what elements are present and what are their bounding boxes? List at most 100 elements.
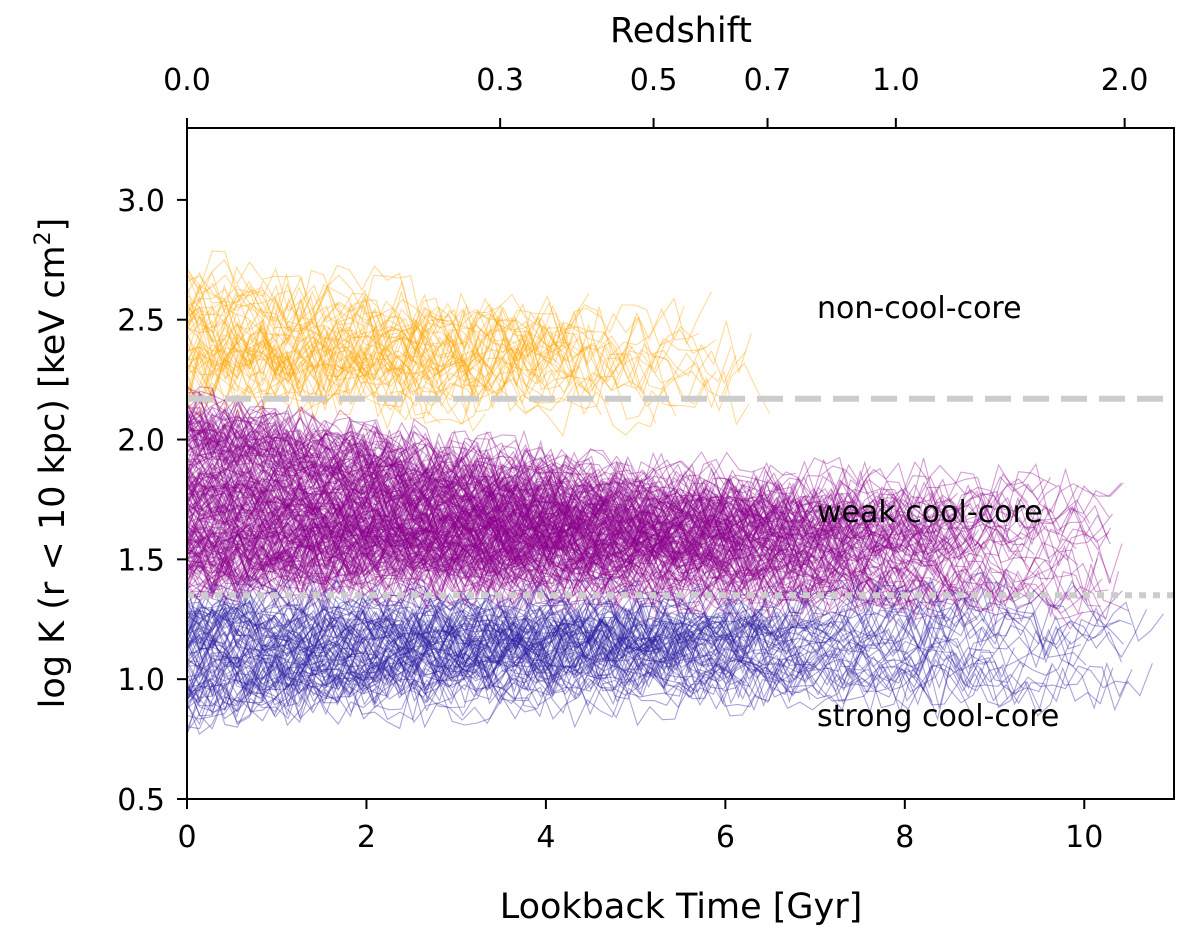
series-line [187,620,771,713]
series-line [187,406,978,554]
series-line [187,429,730,570]
series-line [187,420,867,571]
annotation-weak-cool-core: weak cool-core [817,495,1043,530]
series-line [187,465,872,555]
series-line [187,473,520,569]
y-axis-title: log K (r < 10 kpc) [keV cm2] [31,218,73,709]
series-line [187,653,1009,726]
series-line [187,647,1015,727]
series-line [187,615,1025,709]
series-line [187,500,996,576]
series-line [187,319,573,406]
series-line [187,454,640,581]
series-line [187,492,958,587]
series-line [187,611,779,717]
series-line [187,528,959,597]
series-line [187,648,1153,712]
series-line [187,628,1087,686]
top-tick-label: 0.3 [476,63,524,98]
top-tick-label: 0.7 [744,63,792,98]
series-line [187,630,888,688]
series-line [187,597,748,684]
series-line [187,433,522,516]
series-line [187,603,648,664]
series-line [187,497,1089,551]
series-line [187,637,1072,708]
series-line [187,478,864,555]
series-line [187,492,902,601]
series-line [187,524,1036,589]
series-non-cool-core [187,250,771,437]
series-line [187,595,768,652]
series-line [187,390,1100,626]
series-line [187,624,537,709]
series-line [187,281,539,384]
y-tick-label: 3.0 [117,184,165,219]
series-line [187,469,640,532]
series-line [187,465,605,518]
series-line [187,505,1012,594]
series-line [187,528,929,621]
series-line [187,431,696,515]
series-line [187,415,698,567]
series-line [187,274,706,370]
series-line [187,314,565,400]
series-line [187,618,663,682]
series-line [187,526,557,585]
series-line [187,499,963,568]
series-line [187,550,1107,621]
series-line [187,504,707,559]
series-line [187,489,1113,565]
series-line [187,614,565,664]
series-line [187,484,1079,544]
series-line [187,550,787,611]
series-line [187,502,657,554]
series-line [187,523,666,595]
series-line [187,271,636,366]
threshold-layer [187,395,1174,599]
series-line [187,603,794,664]
series-line [187,553,757,622]
series-line [187,502,638,607]
series-line [187,550,1112,608]
series-line [187,292,752,377]
series-line [187,589,933,655]
series-line [187,265,685,347]
series-line [187,467,855,590]
series-line [187,580,1123,654]
series-line [187,623,794,736]
series-line [187,612,873,717]
series-line [187,602,740,660]
plot-frame [186,127,1175,800]
series-line [187,419,1079,583]
series-line [187,500,1098,597]
series-line [187,609,812,703]
series-line [187,450,873,529]
series-line [187,524,621,617]
series-line [187,606,690,671]
series-line [187,291,712,418]
series-line [187,283,554,359]
series-line [187,514,941,599]
series-line [187,493,519,591]
series-line [187,518,1077,575]
series-line [187,520,764,574]
axis-layer: 0 2 4 6 8 10 0.5 1.0 1.5 2.0 2.5 3.0 0.0 0.3 0.5 0.7 1.0… [117,63,1148,855]
series-line [187,592,1148,659]
series-line [187,583,747,651]
series-line [187,588,608,677]
series-line [187,474,745,546]
series-line [187,513,732,581]
series-line [187,487,1091,575]
series-line [187,665,1114,735]
series-line [187,607,542,658]
series-line [187,513,979,574]
series-line [187,624,561,695]
top-tick-label: 2.0 [1101,63,1149,98]
series-line [187,408,808,529]
annotation-strong-cool-core: strong cool-core [817,699,1059,734]
series-line [187,482,1122,583]
series-line [187,490,882,594]
series-line [187,393,834,586]
